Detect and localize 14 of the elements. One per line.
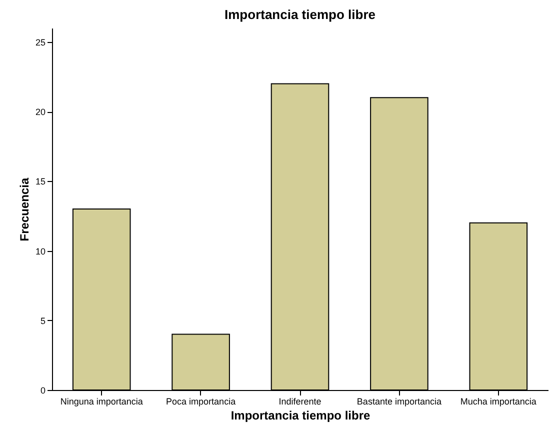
y-axis-title: Frecuencia: [17, 178, 32, 242]
y-tick-label: 5: [40, 316, 46, 326]
y-tick-label: 15: [35, 176, 46, 187]
x-tick-label: Bastante importancia: [356, 396, 442, 406]
x-tick-label: Poca importancia: [166, 396, 236, 406]
x-axis-title: Importancia tiempo libre: [230, 408, 371, 422]
x-tick-label: Ninguna importancia: [60, 396, 143, 406]
y-tick-label: 0: [40, 386, 46, 396]
y-tick-label: 25: [35, 37, 46, 48]
x-tick-label: Indiferente: [278, 396, 322, 406]
y-tick-label: 20: [35, 107, 46, 118]
x-tick-label: Mucha importancia: [460, 396, 536, 406]
y-tick-label: 10: [35, 246, 46, 256]
chart-title: Importancia tiempo libre: [224, 7, 376, 22]
